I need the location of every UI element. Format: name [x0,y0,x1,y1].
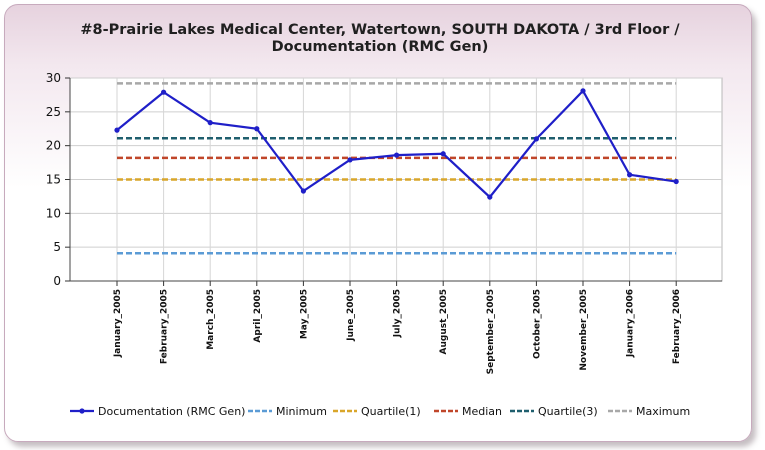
legend-label: Quartile(3) [538,405,598,418]
legend-item: Minimum [248,405,327,418]
x-tick-label: February_2006 [672,289,682,364]
legend-item: Documentation (RMC Gen) [70,405,245,418]
legend-label: Documentation (RMC Gen) [98,405,245,418]
data-point [207,120,213,126]
y-tick-label: 30 [46,71,61,85]
x-tick-label: October_2005 [532,289,542,359]
x-tick-label: September_2005 [486,289,496,374]
x-tick-label: July_2005 [393,289,403,338]
x-tick-label: March_2005 [206,289,216,350]
y-tick-label: 20 [46,139,61,153]
x-tick-label: May_2005 [299,289,309,339]
data-point [300,188,306,194]
x-tick-label: August_2005 [439,289,449,354]
y-tick-label: 15 [46,173,61,187]
y-tick-label: 10 [46,206,61,220]
data-point [161,89,167,95]
data-point [533,136,540,142]
legend-marker [79,408,85,414]
y-tick-label: 25 [46,105,61,119]
legend-label: Quartile(1) [361,405,421,418]
x-tick-label: February_2005 [160,289,170,364]
legend-item: Maximum [608,405,690,418]
data-point [254,126,260,132]
x-tick-label: April_2005 [253,289,263,343]
x-tick-label: January_2006 [626,289,636,358]
chart-title: #8-Prairie Lakes Medical Center, Waterto… [80,22,680,55]
data-point [114,127,120,133]
legend-label: Maximum [636,405,690,418]
data-point [487,194,493,200]
x-tick-label: November_2005 [579,289,589,371]
data-point [627,172,633,178]
legend-label: Minimum [276,405,327,418]
legend-item: Median [434,405,502,418]
data-point [347,157,353,163]
y-tick-label: 0 [53,274,61,288]
x-tick-label: June_2005 [346,289,356,342]
x-tick-label: January_2005 [113,289,123,358]
y-tick-label: 5 [53,240,61,254]
legend-item: Quartile(3) [510,405,598,418]
legend-item: Quartile(1) [333,405,421,418]
data-point [394,152,400,158]
data-point [440,151,446,157]
legend-label: Median [462,405,502,418]
data-point [673,178,679,185]
data-point [580,88,586,94]
